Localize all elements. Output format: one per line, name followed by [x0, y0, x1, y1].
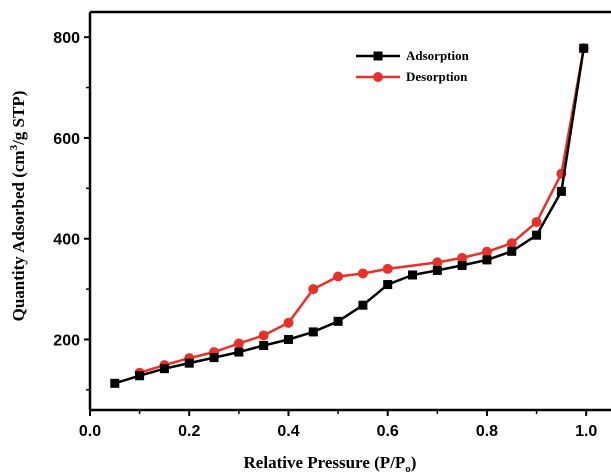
y-axis-title: Quantity Adsorbed (cm3/g STP) — [8, 91, 28, 322]
x-axis-title: Relative Pressure (P/Po) — [244, 453, 417, 473]
series-adsorption — [110, 43, 589, 388]
data-point-adsorption — [532, 230, 542, 240]
series-line-adsorption — [114, 48, 585, 385]
x-tick-label: 0.6 — [377, 423, 399, 440]
x-tick-label: 0.4 — [277, 423, 299, 440]
data-point-adsorption — [482, 255, 492, 265]
data-point-desorption — [283, 317, 294, 328]
data-point-desorption — [308, 284, 319, 295]
data-point-desorption — [382, 263, 393, 274]
data-point-desorption — [457, 252, 468, 263]
data-point-desorption — [506, 238, 517, 249]
data-point-adsorption — [383, 280, 393, 290]
data-point-adsorption — [358, 300, 368, 310]
legend-marker-desorption — [373, 72, 383, 82]
data-point-adsorption — [234, 347, 244, 357]
x-tick-label: 1.0 — [575, 423, 597, 440]
x-tick-label: 0.0 — [79, 423, 101, 440]
legend-entry-adsorption: Adsorption — [356, 48, 470, 63]
data-point-adsorption — [283, 334, 293, 344]
legend-label-adsorption: Adsorption — [406, 48, 470, 63]
data-point-adsorption — [159, 364, 169, 374]
data-point-desorption — [432, 257, 443, 268]
y-tick-label: 400 — [53, 232, 80, 249]
data-point-adsorption — [432, 265, 442, 275]
y-tick-label: 200 — [53, 332, 80, 349]
y-tick-label: 800 — [53, 30, 80, 47]
data-point-adsorption — [408, 270, 418, 280]
data-point-desorption — [357, 268, 368, 279]
data-point-adsorption — [209, 353, 219, 363]
series-desorption — [134, 43, 589, 378]
data-point-desorption — [233, 338, 244, 349]
legend-entry-desorption: Desorption — [356, 69, 468, 84]
data-point-adsorption — [259, 341, 269, 351]
plot-area — [110, 43, 589, 388]
series-line-desorption — [139, 48, 585, 374]
legend-label-desorption: Desorption — [406, 69, 468, 84]
data-point-adsorption — [110, 378, 120, 388]
data-point-desorption — [481, 246, 492, 257]
data-point-desorption — [333, 271, 344, 282]
axes: 0.0 0.2 0.4 0.6 0.8 1.0 200 400 600 800 — [53, 10, 611, 440]
y-tick-label: 600 — [53, 131, 80, 148]
data-point-adsorption — [579, 43, 589, 53]
data-point-adsorption — [333, 316, 343, 326]
x-tick-label: 0.8 — [476, 423, 498, 440]
data-point-adsorption — [184, 358, 194, 368]
legend: Adsorption Desorption — [356, 48, 470, 84]
x-tick-label: 0.2 — [178, 423, 200, 440]
data-point-adsorption — [308, 327, 318, 337]
data-point-desorption — [258, 330, 269, 341]
data-point-adsorption — [135, 371, 145, 381]
legend-marker-adsorption — [373, 51, 383, 61]
data-point-desorption — [531, 217, 542, 228]
data-point-adsorption — [457, 260, 467, 270]
data-point-adsorption — [556, 186, 566, 196]
data-point-adsorption — [507, 246, 517, 256]
